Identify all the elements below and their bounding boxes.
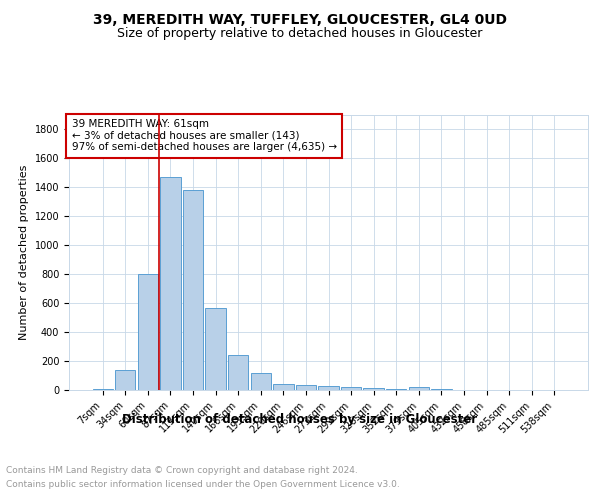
Bar: [183, 190, 203, 390]
Bar: [273, 384, 293, 390]
Bar: [319, 386, 338, 390]
Bar: [92, 388, 113, 390]
Text: 39, MEREDITH WAY, TUFFLEY, GLOUCESTER, GL4 0UD: 39, MEREDITH WAY, TUFFLEY, GLOUCESTER, G…: [93, 12, 507, 26]
Bar: [409, 387, 429, 390]
Text: Size of property relative to detached houses in Gloucester: Size of property relative to detached ho…: [118, 28, 482, 40]
Bar: [364, 388, 384, 390]
Text: Distribution of detached houses by size in Gloucester: Distribution of detached houses by size …: [122, 412, 478, 426]
Bar: [138, 274, 158, 390]
Text: Contains HM Land Registry data © Crown copyright and database right 2024.: Contains HM Land Registry data © Crown c…: [6, 466, 358, 475]
Bar: [251, 374, 271, 390]
Y-axis label: Number of detached properties: Number of detached properties: [19, 165, 29, 340]
Bar: [228, 354, 248, 390]
Bar: [160, 177, 181, 390]
Bar: [205, 308, 226, 390]
Bar: [341, 388, 361, 390]
Text: Contains public sector information licensed under the Open Government Licence v3: Contains public sector information licen…: [6, 480, 400, 489]
Text: 39 MEREDITH WAY: 61sqm
← 3% of detached houses are smaller (143)
97% of semi-det: 39 MEREDITH WAY: 61sqm ← 3% of detached …: [71, 119, 337, 152]
Bar: [296, 385, 316, 390]
Bar: [115, 370, 136, 390]
